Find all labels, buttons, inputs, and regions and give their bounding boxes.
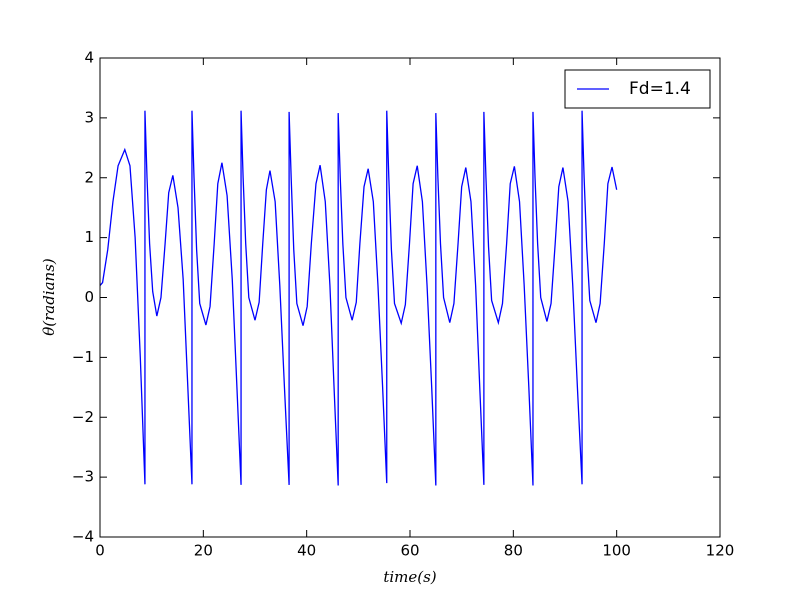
x-tick-label: 60	[400, 542, 419, 560]
y-tick-label: 1	[84, 228, 94, 246]
y-tick-label: −1	[72, 348, 94, 366]
x-tick-label: 120	[706, 542, 735, 560]
y-tick-label: −3	[72, 468, 94, 486]
y-tick-label: −2	[72, 408, 94, 426]
x-tick-label: 0	[95, 542, 105, 560]
x-axis-label: time(s)	[383, 568, 436, 586]
x-tick-label: 80	[504, 542, 523, 560]
x-tick-label: 100	[602, 542, 631, 560]
y-axis-label: θ(radians)	[40, 258, 58, 336]
plot-frame	[99, 57, 721, 538]
y-tick-label: 4	[84, 49, 94, 67]
x-tick-label: 20	[194, 542, 213, 560]
legend-label: Fd=1.4	[629, 79, 691, 99]
y-tick-label: 2	[84, 168, 94, 186]
y-tick-label: −4	[72, 528, 94, 546]
y-tick-label: 3	[84, 108, 94, 126]
y-tick-label: 0	[84, 288, 94, 306]
data-line	[99, 110, 618, 486]
x-tick-label: 40	[297, 542, 316, 560]
